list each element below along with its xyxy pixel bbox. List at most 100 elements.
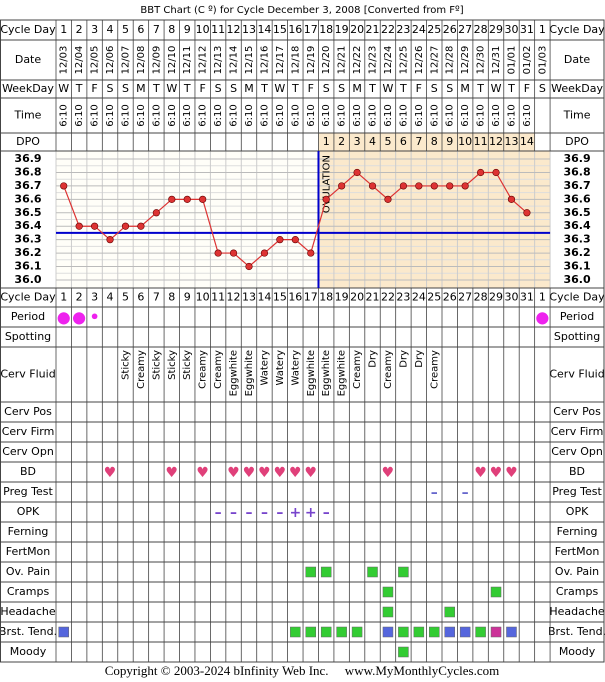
y-tick-label: 36.1	[14, 260, 41, 273]
dates-cell: 12/16	[259, 46, 270, 75]
weekdays-cell: S	[431, 82, 438, 95]
weekdays-cell: T	[507, 82, 515, 95]
temp-point	[75, 222, 83, 230]
row-label-right: Cerv Opn	[551, 445, 603, 458]
times-cell: 6:10	[306, 104, 317, 126]
y-tick-label: 36.2	[14, 246, 41, 259]
row-label-right: Ferning	[557, 525, 598, 538]
cycle-day-cell: 19	[335, 291, 349, 304]
y-tick-label-right: 36.8	[563, 165, 590, 178]
dpo-cell: 13	[504, 135, 518, 148]
symptom-square	[459, 626, 471, 638]
dpo-cell-bg	[395, 133, 412, 151]
dates-cell: 12/31	[491, 46, 502, 75]
row-label: Preg Test	[3, 485, 53, 498]
symbol: ♥	[166, 465, 179, 481]
cerv-fluid-text: Watery	[275, 350, 286, 386]
symbol: +	[289, 505, 301, 521]
symptom-square	[475, 626, 486, 638]
y-tick-label-right: 36.0	[563, 273, 590, 286]
temp-point	[446, 182, 454, 190]
row-label: Cycle Day	[0, 23, 56, 36]
row-label: Cerv Pos	[4, 405, 52, 418]
cycle-day-cell: 26	[443, 291, 457, 304]
cerv-fluid-text: Eggwhite	[337, 350, 348, 396]
symptom-square	[351, 626, 363, 638]
weekdays-cell: T	[291, 82, 299, 95]
temp-point	[260, 249, 269, 257]
times-cell: 6:10	[105, 104, 116, 126]
cycle-day-cell: 9	[184, 291, 191, 304]
symbol: ♥	[490, 465, 503, 481]
temp-point	[106, 236, 114, 244]
y-tick-label: 36.5	[14, 206, 41, 219]
symptom-square	[490, 626, 502, 638]
temp-point	[183, 195, 191, 203]
temp-point	[168, 195, 176, 203]
y-tick-label-right: 36.4	[563, 219, 590, 232]
symptom-square	[444, 626, 455, 638]
row-label: Period	[11, 310, 45, 323]
dates-cell: 12/13	[213, 46, 224, 75]
symptom-square	[398, 646, 409, 658]
dpo-cell: 8	[431, 135, 438, 148]
temp-point	[492, 168, 500, 177]
row-label: Headache	[0, 605, 56, 618]
y-tick-label: 36.6	[14, 192, 41, 205]
dates-cell: 12/14	[229, 46, 240, 75]
symbol: ♥	[505, 465, 518, 481]
dpo-cell-bg	[426, 133, 442, 151]
row-label-right: OPK	[566, 505, 589, 518]
symbol: ♥	[304, 465, 317, 481]
cycle-day-cell: 13	[242, 291, 256, 304]
row-label: FertMon	[6, 545, 51, 558]
dates-cell: 12/08	[136, 46, 147, 75]
cycle-day-cell: 21	[366, 291, 380, 304]
y-tick-label-right: 36.9	[563, 152, 590, 165]
symptom-square	[444, 606, 455, 618]
cycle-day-cell: 16	[288, 291, 302, 304]
cerv-fluid-text: Sticky	[182, 350, 193, 380]
cycle-day-cell: 5	[122, 291, 129, 304]
dates-cell: 12/22	[352, 46, 363, 75]
temp-point	[199, 195, 207, 203]
dates-cell: 01/01	[506, 46, 517, 75]
times-cell: 6:10	[74, 104, 85, 126]
times-cell: 6:10	[259, 104, 270, 126]
times-cell: 6:10	[275, 104, 286, 126]
times-cell: 6:10	[213, 104, 224, 126]
dpo-cell-bg	[318, 133, 334, 151]
dates-cell: 12/26	[414, 46, 425, 75]
row-label: Ov. Pain	[6, 565, 50, 578]
temp-point	[291, 236, 299, 244]
symbol: +	[305, 505, 317, 521]
cycle-day-cell: 23	[396, 291, 410, 304]
cerv-fluid-text: Eggwhite	[321, 350, 332, 396]
row-label: Ferning	[8, 525, 49, 538]
dpo-cell-bg	[349, 133, 365, 151]
cerv-fluid-text: Dry	[398, 350, 409, 368]
times-cell: 6:10	[506, 104, 517, 126]
row-label: BD	[20, 465, 36, 478]
dates-cell: 12/25	[398, 46, 409, 75]
dpo-cell-bg	[380, 133, 396, 151]
cycle_days-cell: 23	[396, 23, 410, 36]
dates-cell: 12/20	[321, 46, 332, 75]
times-cell: 6:10	[337, 104, 348, 126]
weekdays-cell: M	[136, 82, 146, 95]
temp-point	[276, 236, 284, 244]
cycle_days-cell: 26	[443, 23, 457, 36]
row-label-right: Moody	[559, 645, 596, 658]
row-label-right: Spotting	[554, 330, 600, 343]
weekdays-cell: M	[460, 82, 470, 95]
symptom-square	[290, 626, 301, 638]
times-cell: 6:10	[244, 104, 255, 126]
row-label-right: Cerv Fluid	[549, 368, 604, 381]
cycle_days-cell: 11	[211, 23, 225, 36]
cerv-fluid-text: Eggwhite	[229, 350, 240, 396]
cycle-day-cell: 27	[458, 291, 472, 304]
weekdays-cell: F	[308, 82, 314, 95]
temp-point	[399, 182, 408, 190]
temp-point	[353, 168, 361, 177]
y-tick-label: 36.7	[14, 179, 41, 192]
